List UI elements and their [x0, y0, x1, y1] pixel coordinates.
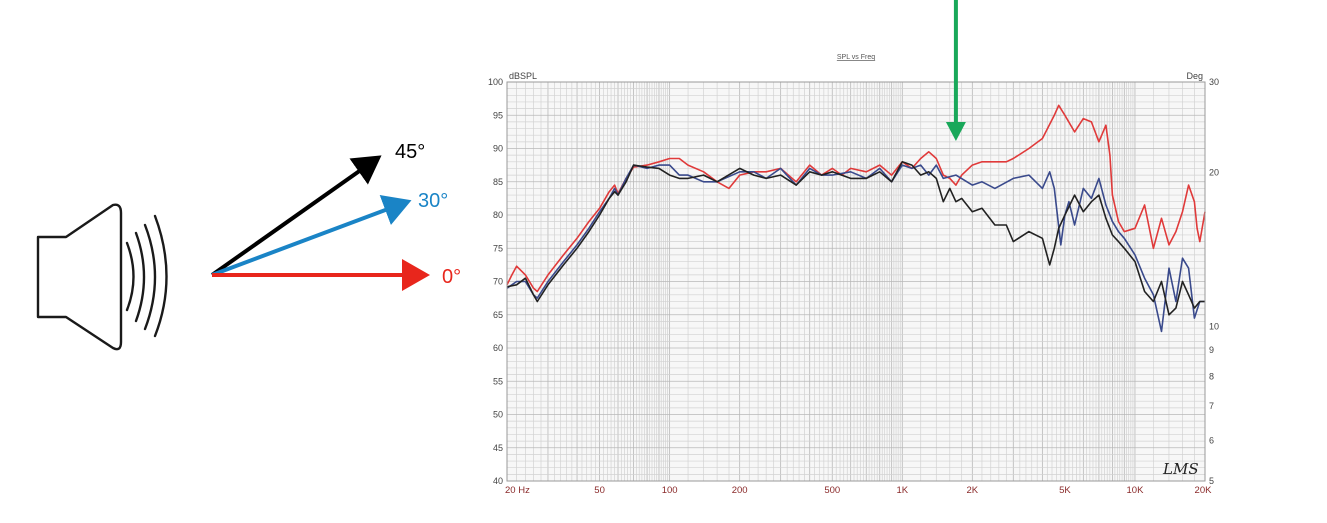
x-tick-label: 500: [824, 485, 840, 496]
x-tick-label: 2K: [967, 485, 979, 496]
y2-axis-label: Deg: [1186, 71, 1203, 81]
y-axis-label: dBSPL: [509, 71, 537, 81]
y-tick-label: 85: [493, 177, 503, 187]
lms-logo: LMS: [1162, 460, 1199, 478]
y-tick-label: 50: [493, 410, 503, 420]
x-tick-label: 10K: [1127, 485, 1145, 496]
series-line-2: [506, 161, 1205, 316]
y2-ticks: 30 20 10 9 8 7 6 5: [1209, 77, 1219, 486]
y2-tick-label: 30: [1209, 77, 1219, 87]
y2-tick-label: 20: [1209, 167, 1219, 177]
y-tick-label: 55: [493, 376, 503, 386]
y2-tick-label: 5: [1209, 476, 1214, 486]
y-tick-label: 90: [493, 144, 503, 154]
x-tick-label: 1K: [896, 485, 908, 496]
grid: [507, 81, 1205, 482]
marker-arrow-icon: [945, 0, 966, 141]
y2-tick-label: 9: [1209, 345, 1214, 355]
angle-label-30: 30°: [418, 190, 448, 212]
marker-head: [945, 122, 966, 141]
arrow-30-icon: [211, 195, 412, 277]
speaker-icon: [36, 203, 168, 351]
y-tick-label: 80: [493, 210, 503, 220]
x-tick-label: 200: [732, 485, 748, 496]
y2-tick-label: 7: [1209, 401, 1214, 411]
y-tick-label: 100: [488, 77, 503, 87]
chart-title: SPL vs Freq: [837, 54, 875, 61]
y-tick-label: 60: [493, 343, 503, 353]
angle-label-45: 45°: [395, 141, 425, 163]
x-ticks: 20 Hz 50 100 200 500 1K 2K 5K 10K 20K: [505, 485, 1212, 496]
plot-frame: [506, 81, 1206, 482]
y2-tick-label: 8: [1209, 371, 1214, 381]
y-tick-label: 45: [493, 443, 503, 453]
y-tick-label: 95: [493, 110, 503, 120]
angle-label-0: 0°: [442, 266, 461, 288]
y2-tick-label: 6: [1209, 435, 1214, 445]
x-tick-label: 100: [662, 485, 678, 496]
series-group: [506, 104, 1206, 333]
x-tick-label: 5K: [1059, 485, 1071, 496]
x-tick-label: 20K: [1195, 485, 1213, 496]
x-tick-label: 50: [594, 485, 605, 496]
x-tick-label: 20 Hz: [505, 485, 530, 496]
angle-arrows: 45° 30° 0°: [210, 141, 461, 291]
arrow-45-icon: [210, 155, 382, 277]
y-tick-label: 70: [493, 277, 503, 287]
y-ticks: 100 95 90 85 80 75 70 65 60 55 50 45 40: [488, 77, 503, 486]
y2-tick-label: 10: [1209, 322, 1219, 332]
spl-chart: SPL vs Freq dBSPL Deg 100959085807570656…: [478, 42, 1224, 512]
y-tick-label: 65: [493, 310, 503, 320]
y-tick-label: 75: [493, 243, 503, 253]
y-tick-label: 40: [493, 476, 503, 486]
